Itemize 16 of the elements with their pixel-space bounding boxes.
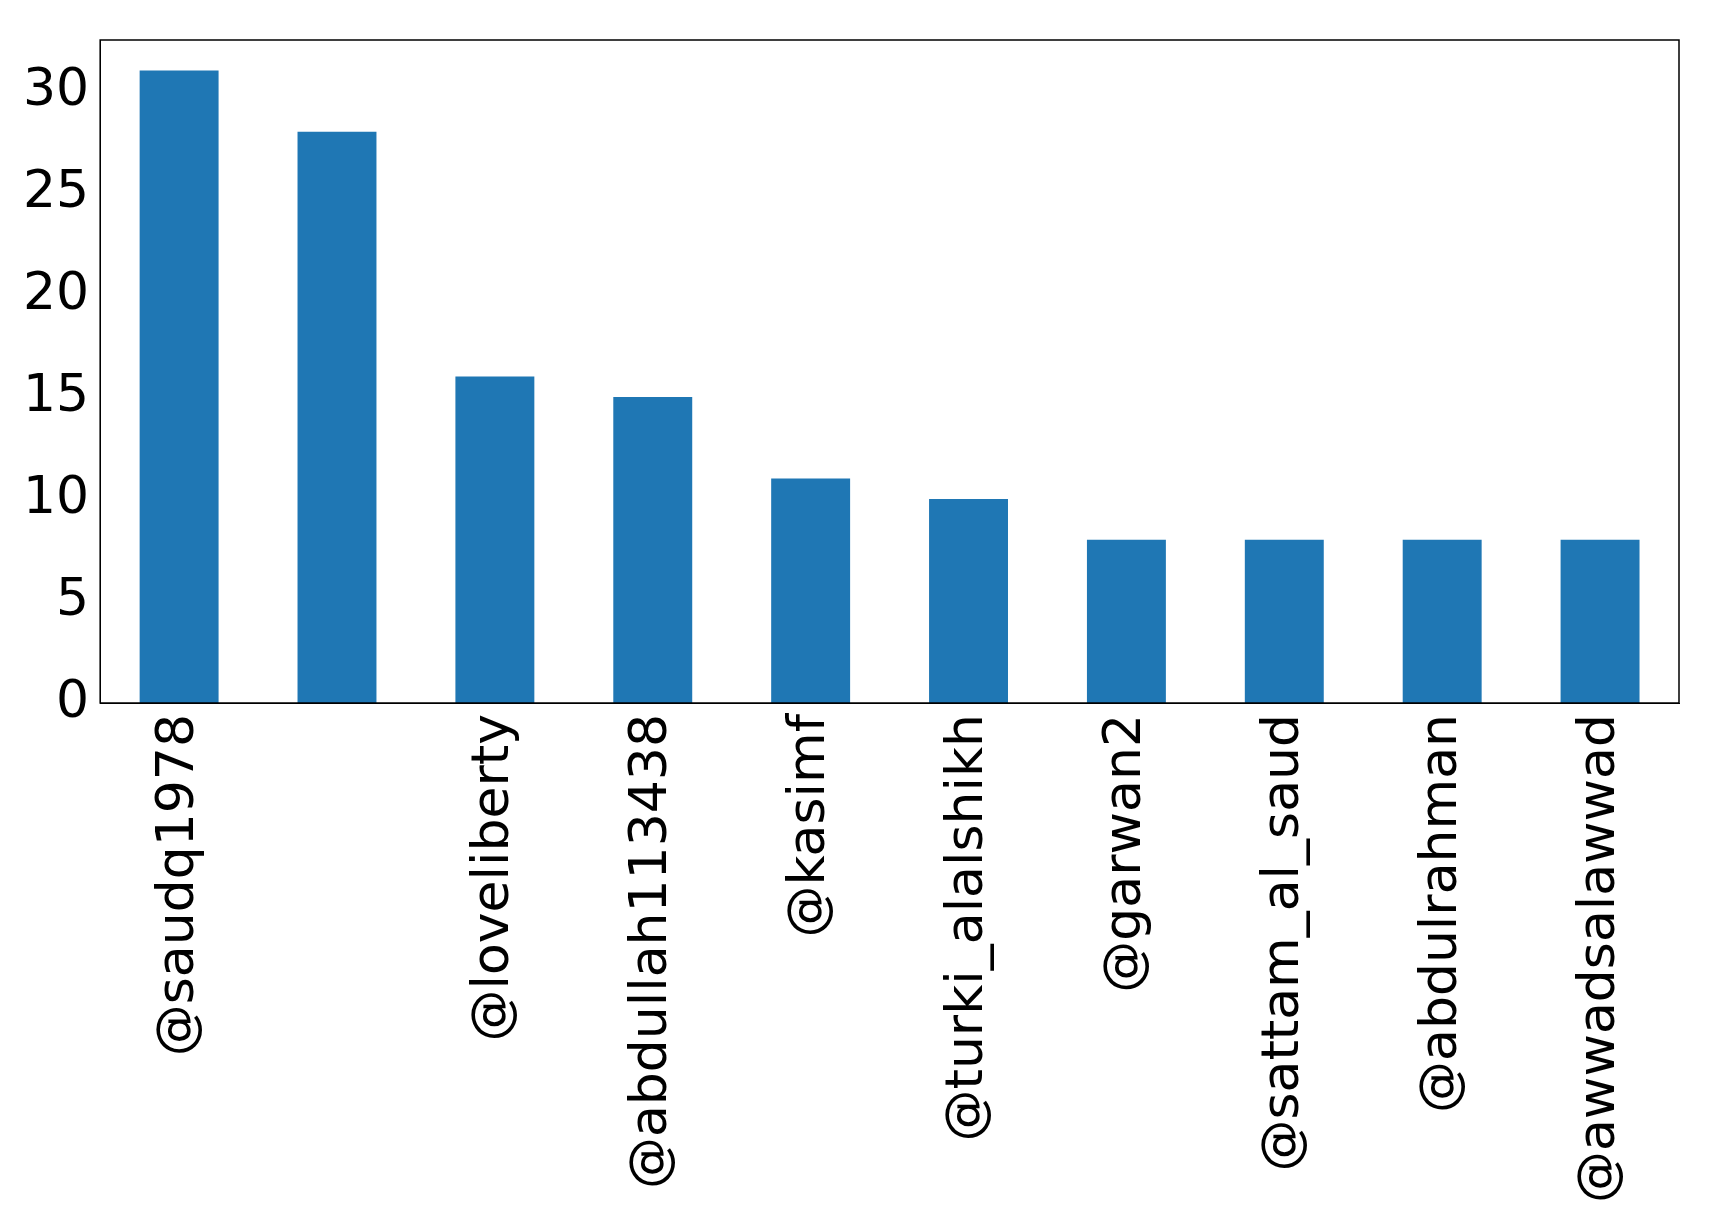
y-tick-label: 5: [56, 566, 90, 627]
x-tick-label: @awwadsalawwad: [1565, 714, 1626, 1203]
x-tick-label: @abdulrahman: [1407, 714, 1468, 1113]
x-tick-label: @garwan2: [1091, 714, 1152, 993]
y-tick-label: 0: [56, 668, 90, 729]
y-tick-label: 20: [23, 260, 90, 321]
x-tick-label: @loveliberty: [460, 714, 521, 1042]
y-tick-label: 15: [23, 362, 90, 423]
y-tick-label: 10: [23, 464, 90, 525]
x-tick-label: @kasimf: [776, 712, 837, 938]
x-tick-label: @sattam_al_saud: [1249, 714, 1310, 1172]
x-tick-label: @turki_alalshikh: [934, 714, 995, 1142]
x-tick-label: @abdullah113438: [618, 714, 679, 1190]
y-tick-label: 30: [23, 56, 90, 117]
x-tick-label: @saudq1978: [144, 714, 205, 1057]
y-tick-label: 25: [23, 158, 90, 219]
